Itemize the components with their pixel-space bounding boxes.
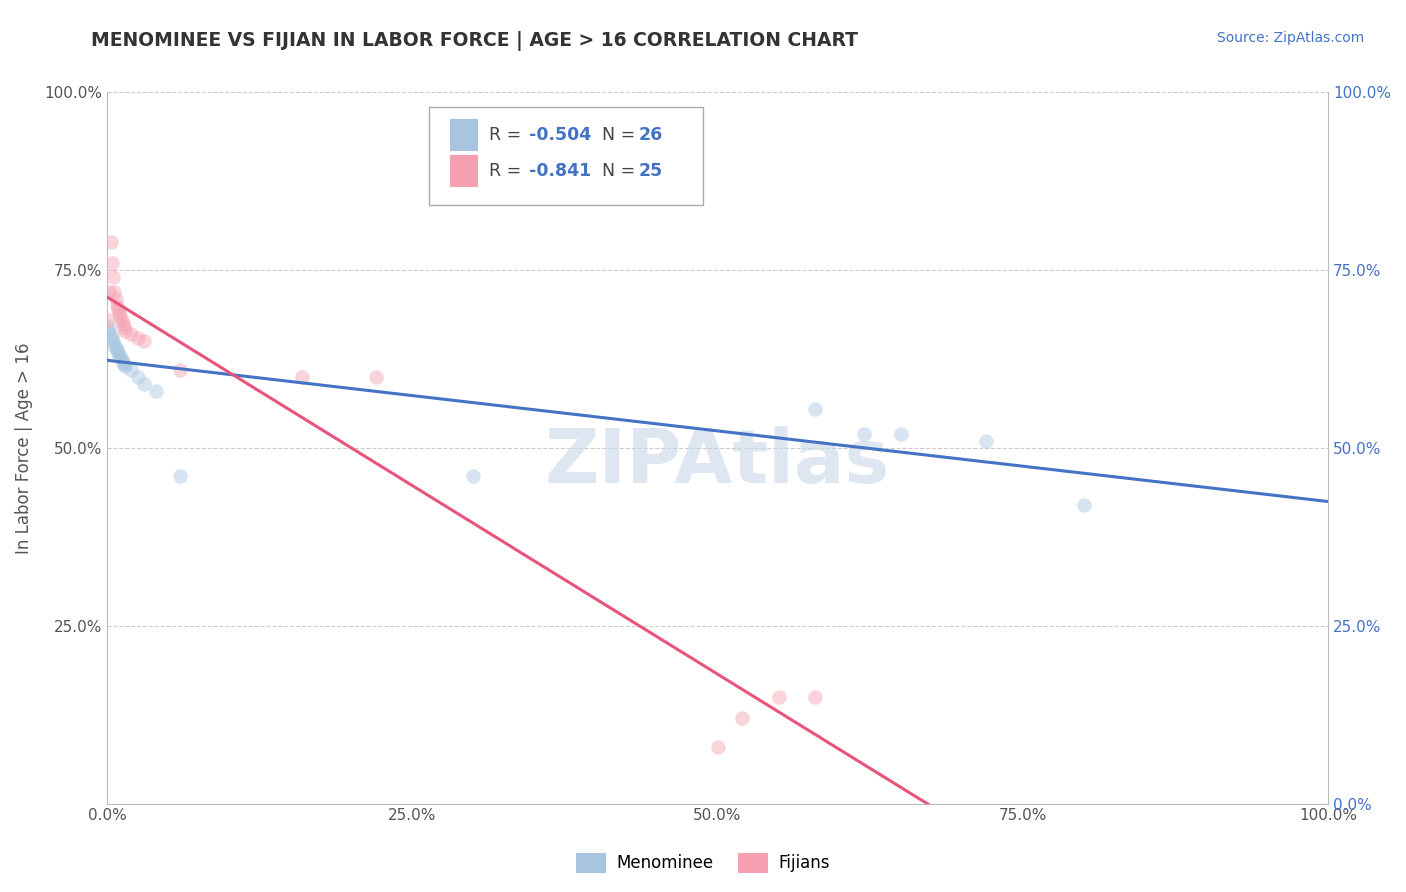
Point <box>364 369 387 384</box>
Point <box>145 384 167 398</box>
Legend: Menominee, Fijians: Menominee, Fijians <box>569 847 837 880</box>
Point <box>101 331 124 345</box>
Point <box>97 324 120 338</box>
Point <box>98 285 121 299</box>
Point <box>101 334 124 349</box>
Point <box>111 317 134 331</box>
Point <box>100 235 122 249</box>
Y-axis label: In Labor Force | Age > 16: In Labor Force | Age > 16 <box>15 343 32 554</box>
Point <box>890 426 912 441</box>
Point <box>127 331 149 345</box>
Point <box>105 299 128 313</box>
Point <box>112 320 135 334</box>
Point <box>110 350 132 364</box>
Point <box>127 369 149 384</box>
Text: ZIPAtlas: ZIPAtlas <box>546 425 890 499</box>
Point <box>111 313 134 327</box>
Point <box>853 426 876 441</box>
Point <box>804 690 827 704</box>
Point <box>463 469 485 483</box>
Point <box>107 345 129 359</box>
Point <box>103 285 125 299</box>
Point <box>98 320 121 334</box>
Point <box>111 356 134 370</box>
Point <box>112 357 135 371</box>
Point <box>120 327 142 342</box>
Point <box>110 310 132 324</box>
Point <box>120 363 142 377</box>
Point <box>706 739 728 754</box>
Point <box>105 343 128 357</box>
Point <box>1073 498 1095 512</box>
Point <box>104 342 127 356</box>
Point <box>103 338 125 352</box>
Point <box>804 401 827 416</box>
Point <box>291 369 314 384</box>
Point <box>100 327 122 342</box>
Point <box>101 256 124 270</box>
Text: MENOMINEE VS FIJIAN IN LABOR FORCE | AGE > 16 CORRELATION CHART: MENOMINEE VS FIJIAN IN LABOR FORCE | AGE… <box>91 31 859 51</box>
Point <box>111 352 134 367</box>
Text: -0.841: -0.841 <box>529 162 591 180</box>
Point <box>108 306 131 320</box>
Point <box>132 376 155 391</box>
Point <box>132 334 155 349</box>
Point <box>97 313 120 327</box>
Point <box>169 469 191 483</box>
Text: Source: ZipAtlas.com: Source: ZipAtlas.com <box>1216 31 1364 45</box>
Text: R =: R = <box>489 126 527 144</box>
Text: -0.504: -0.504 <box>529 126 591 144</box>
Point <box>101 270 124 285</box>
Point <box>169 363 191 377</box>
Text: N =: N = <box>591 162 640 180</box>
Point <box>768 690 790 704</box>
Point <box>114 324 136 338</box>
Point <box>974 434 997 448</box>
Point <box>731 711 754 725</box>
Text: R =: R = <box>489 162 527 180</box>
Point <box>104 292 127 306</box>
Point <box>107 302 129 317</box>
Point <box>114 359 136 374</box>
Text: N =: N = <box>591 126 640 144</box>
Text: 26: 26 <box>638 126 662 144</box>
Text: 25: 25 <box>638 162 662 180</box>
Point <box>108 349 131 363</box>
